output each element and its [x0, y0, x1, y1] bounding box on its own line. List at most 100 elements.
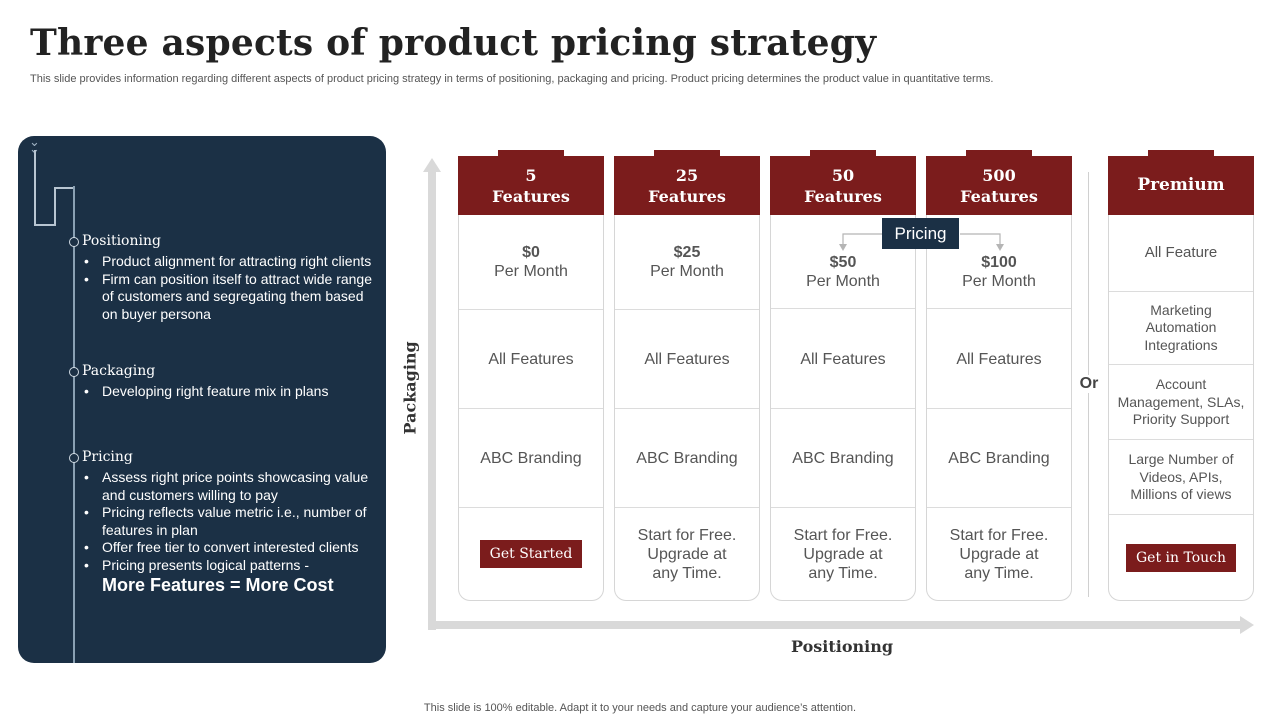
card-tab — [966, 150, 1032, 158]
emphasis-text: More Features = More Cost — [102, 575, 334, 595]
plan-card: 5 Features $0 Per Month All Features ABC… — [458, 150, 604, 601]
plan-period: Per Month — [962, 272, 1036, 290]
plan-features-cell: All Features — [927, 310, 1071, 409]
premium-title: Premium — [1137, 175, 1225, 195]
timeline-dot — [69, 367, 79, 377]
bullet-item: Assess right price points showcasing val… — [84, 469, 382, 504]
plan-cta-cell: Start for Free. Upgrade at any Time. — [927, 508, 1071, 600]
section-heading: Pricing — [82, 449, 133, 465]
plan-features: All Features — [644, 350, 730, 368]
premium-body: All Feature Marketing Automation Integra… — [1108, 215, 1254, 601]
y-axis-label: Packaging — [400, 341, 420, 435]
x-axis-arrow — [1240, 616, 1254, 634]
premium-row-text: Large Number of Videos, APIs, Millions o… — [1128, 451, 1234, 503]
pricing-connector — [839, 233, 1004, 251]
plan-body: $25 Per Month All Features ABC Branding … — [614, 215, 760, 601]
plan-branding-cell: ABC Branding — [771, 409, 915, 508]
plan-price: $0 — [522, 244, 540, 261]
plan-cta-cell: Start for Free. Upgrade at any Time. — [771, 508, 915, 600]
plan-feature-count: 500 — [982, 165, 1016, 185]
plan-price-cell: $100 Per Month — [927, 215, 1071, 309]
plan-price: $100 — [981, 253, 1017, 271]
panel-decoration — [54, 188, 56, 226]
plan-features-cell: All Features — [459, 310, 603, 409]
section-positioning: Positioning Product alignment for attrac… — [69, 233, 382, 323]
card-tab — [654, 150, 720, 158]
bullet-item: Offer free tier to convert interested cl… — [84, 539, 382, 557]
plan-branding: ABC Branding — [792, 449, 894, 467]
plan-header: 500 Features — [926, 156, 1072, 215]
card-tab — [810, 150, 876, 158]
page-subtitle: This slide provides information regardin… — [30, 73, 994, 85]
plan-price-cell: $0 Per Month — [459, 215, 603, 310]
pricing-tag: Pricing — [882, 218, 959, 249]
card-tab — [498, 150, 564, 158]
panel-decoration — [34, 224, 54, 226]
plan-feature-count: 5 — [525, 165, 537, 185]
bullet-item: Product alignment for attracting right c… — [84, 253, 382, 271]
get-in-touch-button[interactable]: Get in Touch — [1125, 544, 1237, 572]
plan-feature-count: 50 — [831, 165, 855, 185]
section-packaging: Packaging Developing right feature mix i… — [69, 363, 382, 401]
premium-row: Large Number of Videos, APIs, Millions o… — [1109, 441, 1253, 515]
cta-text: Start for Free. — [793, 526, 893, 544]
plan-branding: ABC Branding — [480, 449, 582, 467]
footer-note: This slide is 100% editable. Adapt it to… — [423, 702, 857, 714]
plan-branding: ABC Branding — [636, 449, 738, 467]
plan-price-cell: $50 Per Month — [771, 215, 915, 309]
plan-cta-cell: Start for Free. Upgrade at any Time. — [615, 508, 759, 600]
plan-branding-cell: ABC Branding — [927, 409, 1071, 508]
plan-feature-label: Features — [960, 186, 1038, 206]
bullet-list: Developing right feature mix in plans — [82, 383, 382, 401]
bullet-list: Assess right price points showcasing val… — [82, 469, 382, 574]
plan-feature-label: Features — [492, 186, 570, 206]
plan-period: Per Month — [494, 263, 568, 280]
cta-text: Upgrade at — [959, 545, 1039, 563]
card-tab — [1148, 150, 1214, 158]
bullet-item: Pricing presents logical patterns - — [84, 557, 382, 575]
plan-features-cell: All Features — [771, 310, 915, 409]
bullet-list: Product alignment for attracting right c… — [82, 253, 382, 323]
plan-feature-label: Features — [648, 186, 726, 206]
chevron-down-icon: ⌄ ⌄ — [29, 136, 40, 156]
plan-card: 25 Features $25 Per Month All Features A… — [614, 150, 760, 601]
bullet-item: Developing right feature mix in plans — [84, 383, 382, 401]
plan-price-cell: $25 Per Month — [615, 215, 759, 310]
plan-price: $50 — [829, 253, 857, 271]
cta-text: Upgrade at — [803, 545, 883, 563]
section-pricing: Pricing Assess right price points showca… — [69, 449, 382, 596]
plan-card: 500 Features $100 Per Month All Features… — [926, 150, 1072, 601]
plan-feature-count: 25 — [675, 165, 699, 185]
plan-price: $25 — [673, 244, 701, 261]
y-axis — [428, 170, 436, 630]
premium-row-text: Account Management, SLAs, Priority Suppo… — [1117, 376, 1245, 428]
bullet-item: Pricing reflects value metric i.e., numb… — [84, 504, 382, 539]
plan-period: Per Month — [806, 272, 880, 290]
cta-text: any Time. — [652, 564, 722, 582]
section-heading: Packaging — [82, 363, 156, 379]
timeline-dot — [69, 237, 79, 247]
plan-features: All Features — [956, 350, 1042, 368]
premium-row: Account Management, SLAs, Priority Suppo… — [1109, 366, 1253, 440]
get-started-button[interactable]: Get Started — [479, 540, 583, 568]
cta-text: any Time. — [808, 564, 878, 582]
y-axis-arrow — [423, 158, 441, 172]
plan-branding-cell: ABC Branding — [615, 409, 759, 508]
plan-features: All Features — [800, 350, 886, 368]
aspects-panel: ⌄⌄ Positioning Product alignment for att… — [18, 136, 386, 663]
premium-row: All Feature — [1109, 215, 1253, 292]
premium-row-text: All Feature — [1144, 244, 1218, 262]
premium-header: Premium — [1108, 156, 1254, 215]
bullet-item: Firm can position itself to attract wide… — [84, 271, 382, 324]
panel-decoration — [54, 187, 74, 189]
cta-text: Upgrade at — [647, 545, 727, 563]
timeline-line — [73, 186, 75, 663]
plan-body: $0 Per Month All Features ABC Branding G… — [458, 215, 604, 601]
section-heading: Positioning — [82, 233, 161, 249]
timeline-dot — [69, 453, 79, 463]
plan-branding-cell: ABC Branding — [459, 409, 603, 508]
page-title: Three aspects of product pricing strateg… — [30, 22, 877, 64]
plan-features: All Features — [488, 350, 574, 368]
premium-cta-cell: Get in Touch — [1109, 516, 1253, 600]
emphasis-wrap: More Features = More Cost — [82, 574, 382, 596]
